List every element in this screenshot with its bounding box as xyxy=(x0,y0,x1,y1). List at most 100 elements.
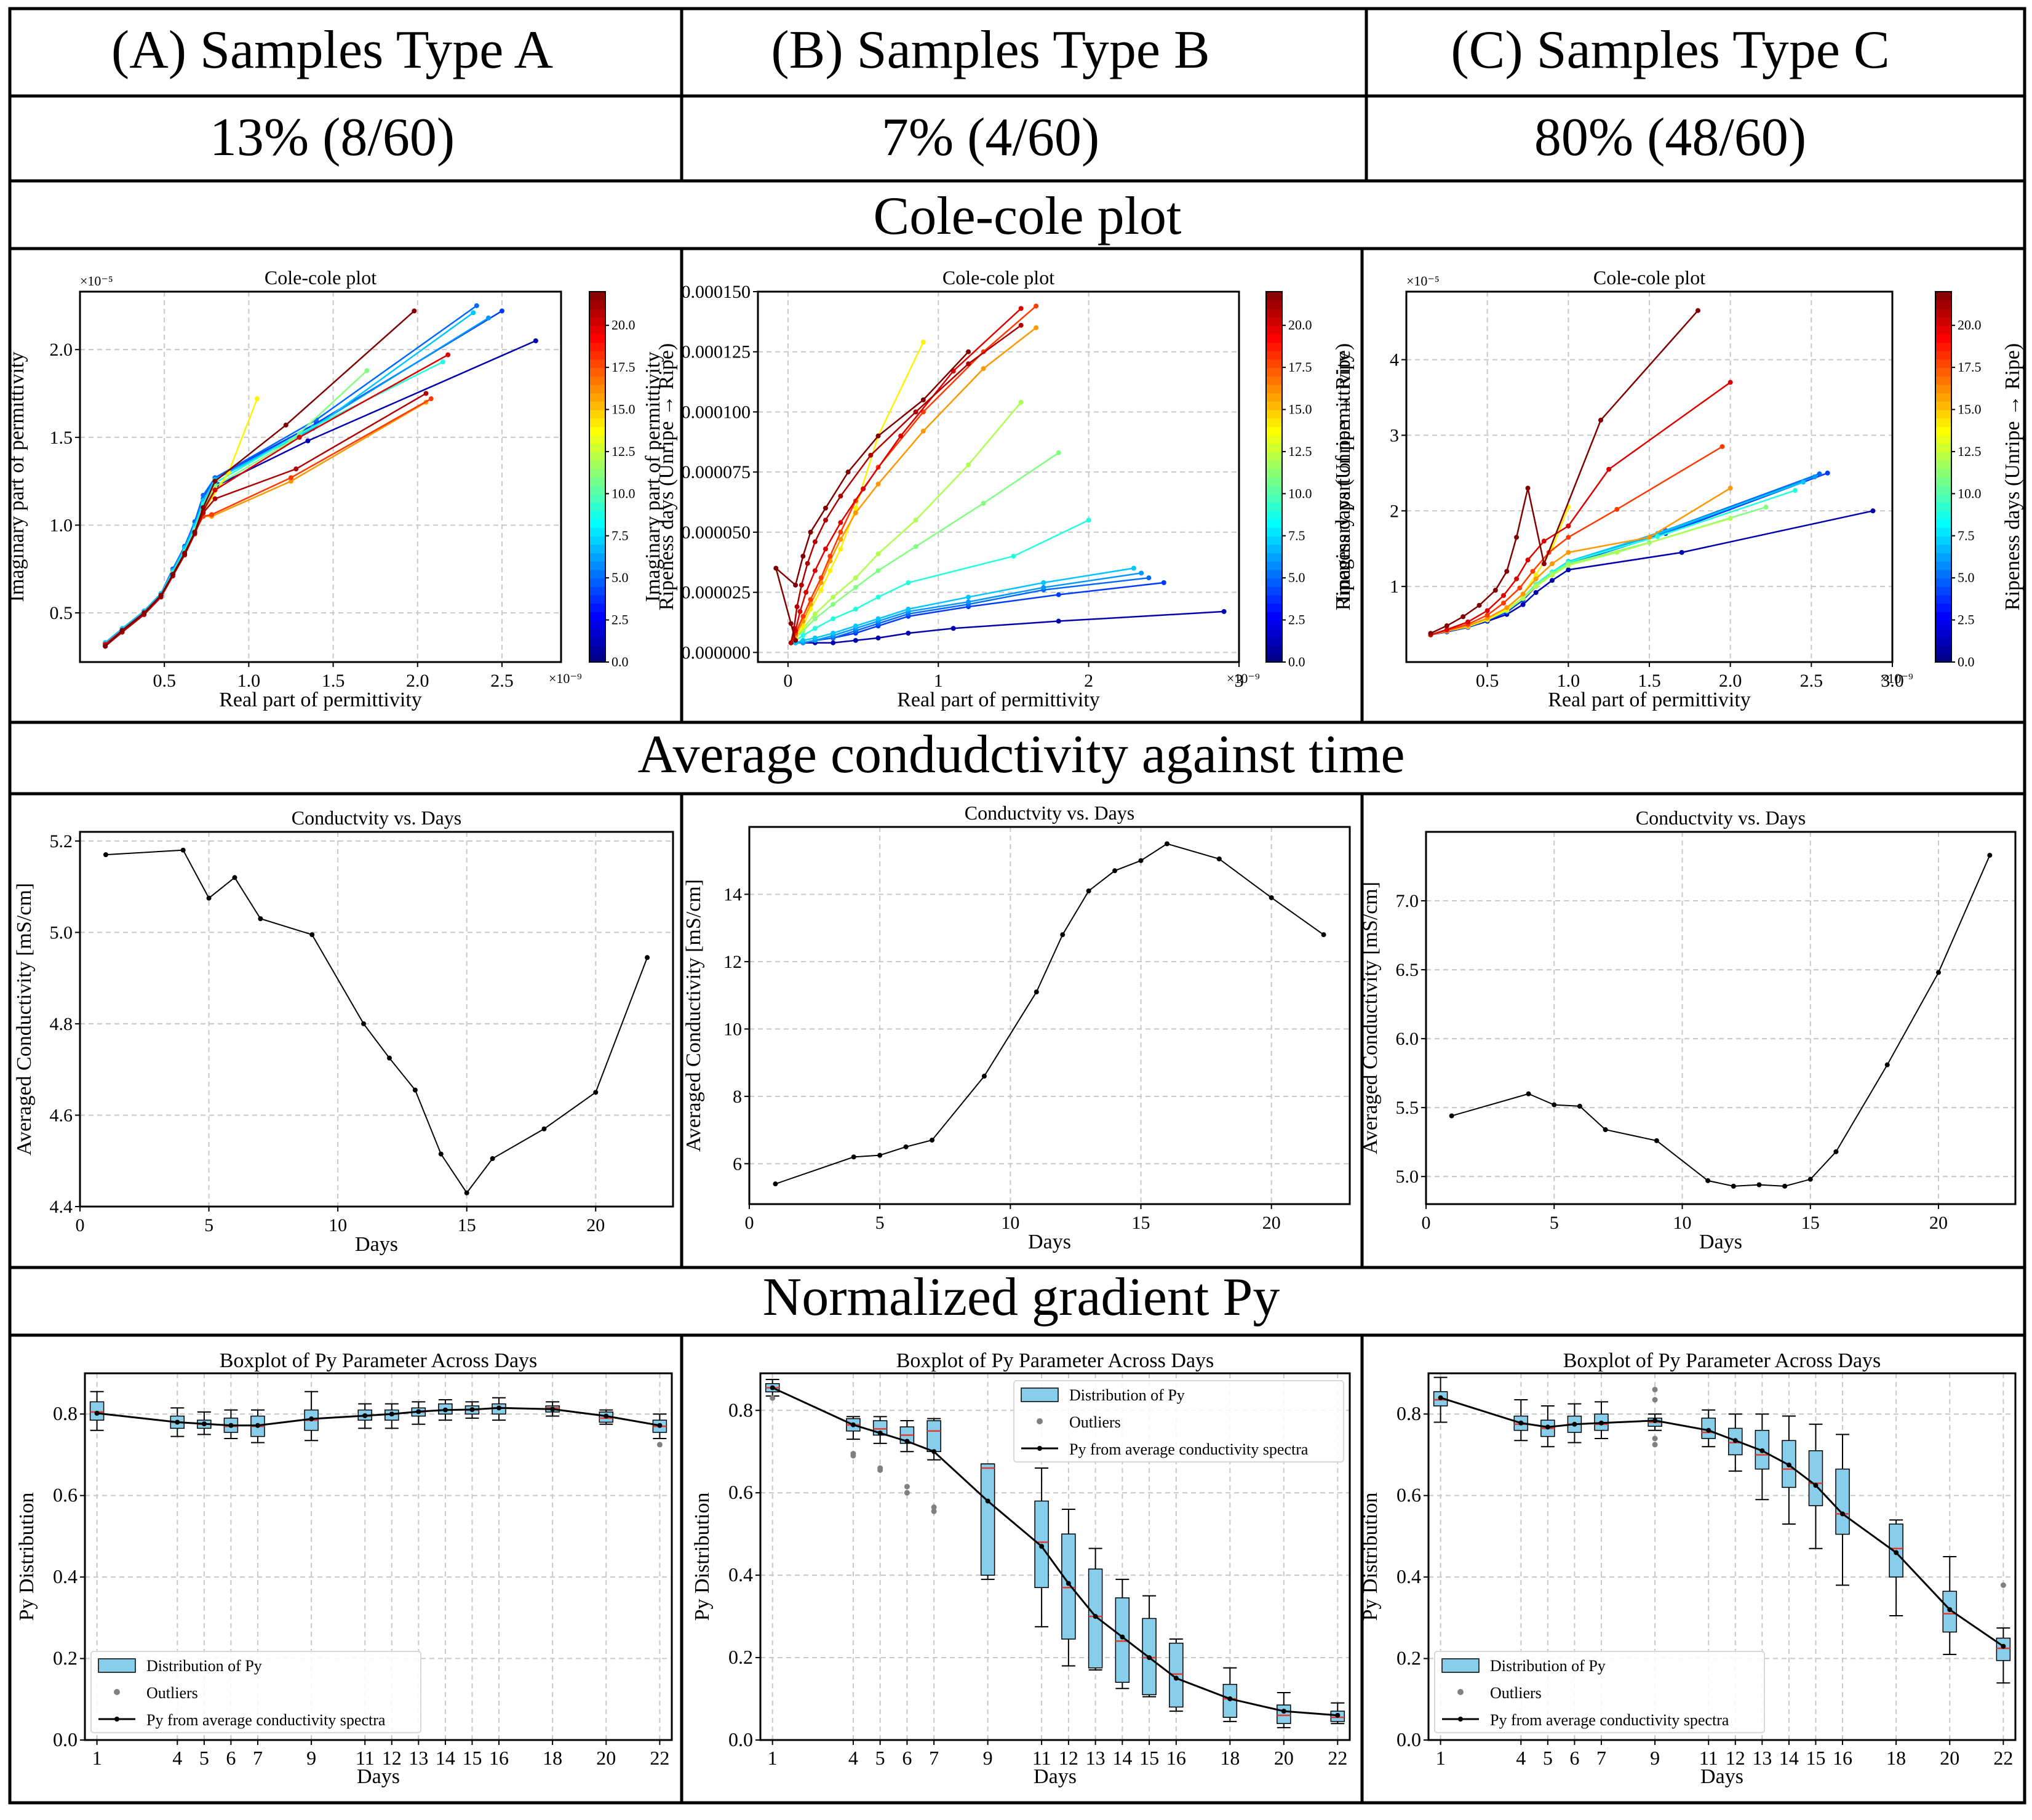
colorbar-tick-label: 17.5 xyxy=(1958,359,1982,375)
series-line-day-14 xyxy=(790,341,924,644)
colorbar-segment xyxy=(589,384,605,394)
y-tick-label: 5.5 xyxy=(1396,1098,1419,1118)
py-average-point xyxy=(904,1439,910,1444)
colorbar-segment xyxy=(1935,426,1951,436)
box-day-12 xyxy=(1061,1533,1076,1640)
data-point xyxy=(1533,572,1539,578)
legend-label-distribution: Distribution of Py xyxy=(1069,1386,1185,1404)
data-point xyxy=(1525,557,1531,563)
colorbar-segment xyxy=(1266,460,1282,469)
colorbar-segment xyxy=(1935,308,1951,318)
colorbar-segment xyxy=(1935,460,1951,469)
data-point xyxy=(1086,517,1091,523)
y-axis-label: Averaged Conductivity [mS/cm] xyxy=(1359,882,1382,1154)
colorbar-segment xyxy=(1266,628,1282,637)
colorbar-segment xyxy=(1266,485,1282,495)
conductivity-point xyxy=(1034,989,1039,995)
data-point xyxy=(212,487,218,493)
colorbar-segment xyxy=(1935,393,1951,402)
chart-title: Cole-cole plot xyxy=(265,266,377,289)
x-tick-label: 11 xyxy=(356,1747,375,1769)
x-tick-label: 1 xyxy=(934,671,943,691)
series-line-day-21 xyxy=(790,324,1022,643)
x-tick-label: 10 xyxy=(329,1215,347,1235)
py-average-point xyxy=(1813,1483,1819,1488)
data-point xyxy=(445,352,451,357)
colorbar-tick-label: 7.5 xyxy=(612,528,629,543)
data-point xyxy=(803,589,809,595)
x-tick-label: 15 xyxy=(1806,1747,1825,1769)
y-tick-label: 4.8 xyxy=(50,1014,73,1034)
conductivity-point xyxy=(1552,1102,1557,1108)
data-point xyxy=(812,568,818,573)
y-tick-label: 4.6 xyxy=(50,1105,73,1125)
data-point xyxy=(1812,474,1817,479)
data-point xyxy=(499,308,504,314)
conductivity-point xyxy=(1782,1183,1788,1189)
colorbar-segment xyxy=(589,460,605,469)
py-average-point xyxy=(850,1422,856,1427)
colorbar-segment xyxy=(1935,451,1951,461)
data-point xyxy=(1161,580,1166,585)
py-average-point xyxy=(255,1423,260,1428)
data-point xyxy=(1018,322,1024,328)
colorbar-segment xyxy=(1266,393,1282,402)
colorbar-segment xyxy=(1266,451,1282,461)
data-point xyxy=(808,529,813,535)
chart-py-c: 1 4 5 6 7 9 11 12 13 14 15 16 18 20 220.00.20.40.60.8B… xyxy=(1359,1349,2017,1788)
colorbar-segment xyxy=(1935,510,1951,520)
colorbar-segment xyxy=(1266,586,1282,596)
y-axis-label: Py Distribution xyxy=(1359,1493,1382,1621)
colorbar-segment xyxy=(1266,477,1282,486)
colorbar-segment xyxy=(589,519,605,529)
section-titles: Cole-cole plot Average condudctivity aga… xyxy=(637,186,1404,1327)
colorbar-segment xyxy=(1266,510,1282,520)
data-point xyxy=(797,609,803,614)
colorbar-tick-label: 5.0 xyxy=(1288,570,1305,585)
outlier-point xyxy=(1652,1442,1658,1448)
conductivity-point xyxy=(1654,1138,1659,1143)
y-tick-label: 0.000025 xyxy=(682,583,751,603)
y-multiplier-label: ×10⁻⁵ xyxy=(80,273,113,289)
data-point xyxy=(1817,471,1822,477)
data-point xyxy=(1550,561,1555,567)
data-point xyxy=(800,633,806,638)
data-point xyxy=(875,433,881,439)
colorbar-frame xyxy=(1265,291,1283,663)
py-average-point xyxy=(1335,1712,1341,1718)
colorbar-segment xyxy=(1266,359,1282,369)
x-tick-label: 12 xyxy=(1726,1747,1745,1769)
x-tick-label: 1.0 xyxy=(1557,671,1580,691)
chart-title: Boxplot of Py Parameter Across Days xyxy=(896,1349,1214,1372)
py-average-point xyxy=(175,1419,180,1425)
data-point xyxy=(1056,450,1061,455)
py-average-point xyxy=(985,1498,990,1504)
py-average-point xyxy=(1518,1420,1524,1426)
x-tick-label: 14 xyxy=(436,1747,455,1769)
x-tick-label: 18 xyxy=(1886,1747,1906,1769)
legend-swatch-outliers xyxy=(114,1689,120,1695)
colorbar-segment xyxy=(1935,443,1951,452)
x-tick-label: 0.5 xyxy=(153,671,176,691)
colorbar-segment xyxy=(1266,409,1282,419)
x-axis-label: Days xyxy=(1028,1231,1071,1253)
data-point xyxy=(1695,308,1700,313)
data-point xyxy=(838,546,843,552)
colorbar-segment xyxy=(1935,342,1951,351)
data-point xyxy=(827,568,833,573)
colorbar-segment xyxy=(589,561,605,570)
colorbar-segment xyxy=(589,451,605,461)
data-point xyxy=(875,481,881,487)
colorbar-segment xyxy=(1935,620,1951,629)
x-tick-label: 20 xyxy=(1274,1747,1294,1769)
x-tick-label: 20 xyxy=(1940,1747,1959,1769)
data-point xyxy=(845,469,851,475)
legend-swatch-line-marker xyxy=(114,1717,119,1722)
conductivity-point xyxy=(1112,868,1118,874)
data-point xyxy=(1763,505,1769,510)
colorbar-segment xyxy=(589,443,605,452)
colorbar-segment xyxy=(589,527,605,537)
outlier-point xyxy=(904,1483,910,1490)
x-axis-label: Days xyxy=(355,1233,398,1256)
